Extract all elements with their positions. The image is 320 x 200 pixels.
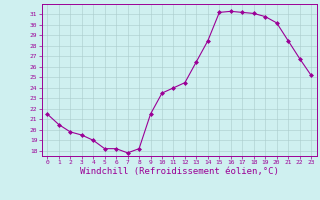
X-axis label: Windchill (Refroidissement éolien,°C): Windchill (Refroidissement éolien,°C) — [80, 167, 279, 176]
